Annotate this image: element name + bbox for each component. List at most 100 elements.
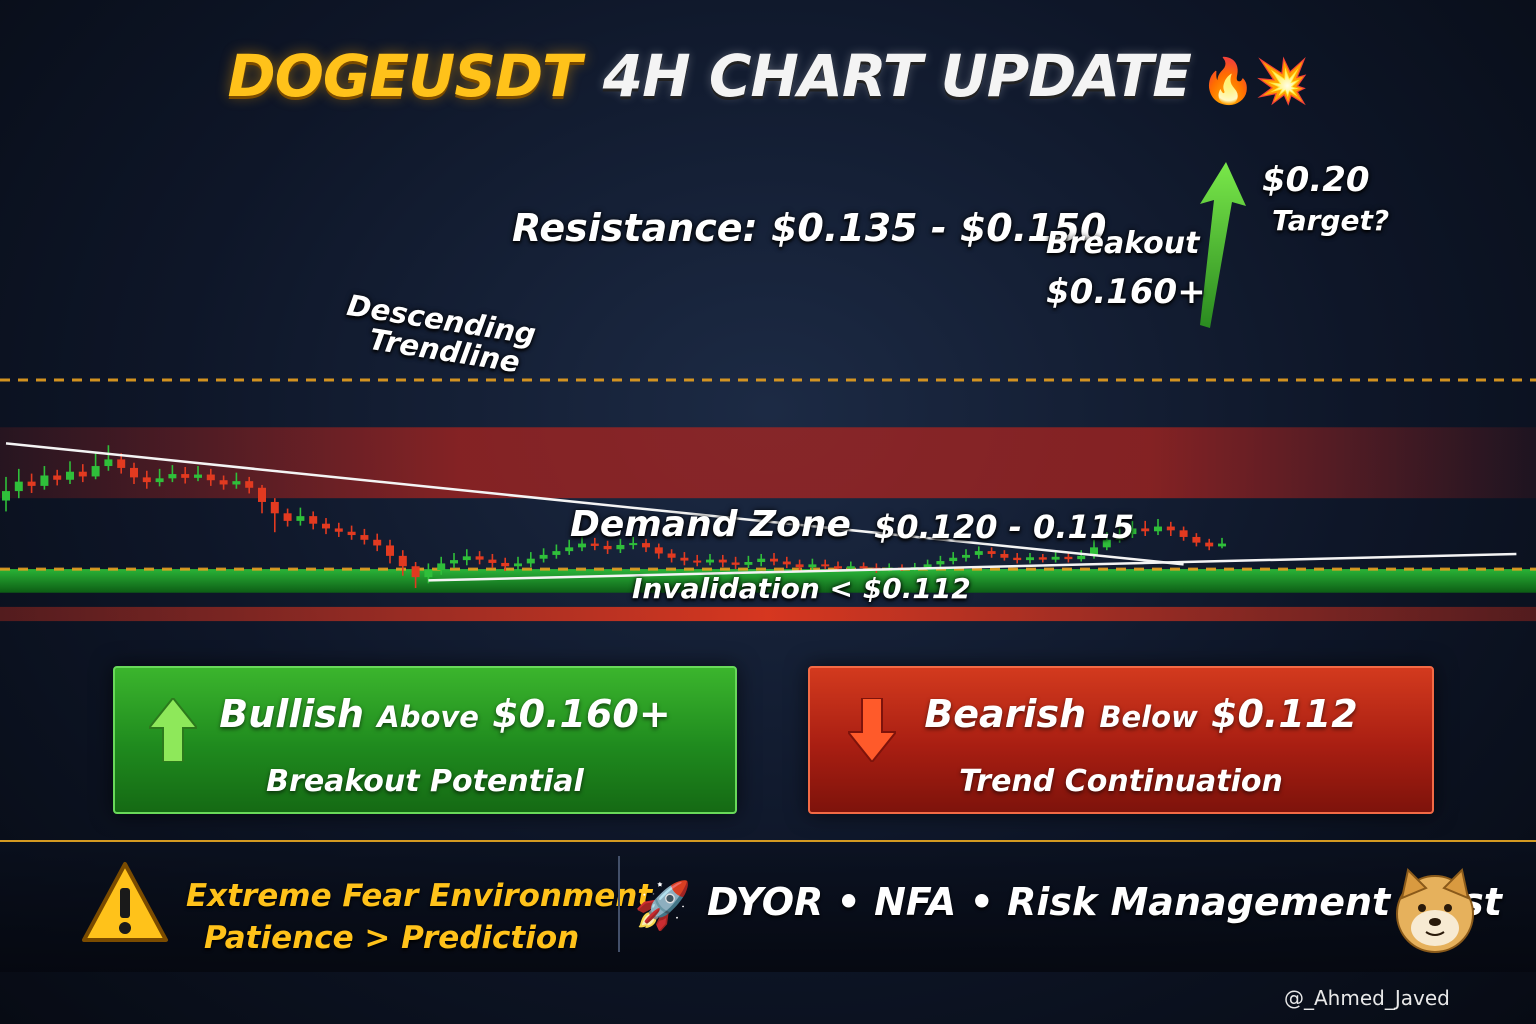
candle [322,518,330,535]
resistance-label: Resistance: $0.135 - $0.150 [512,206,1107,250]
candle-body [808,564,817,568]
candle [386,539,394,564]
candle [731,556,740,570]
candle [1026,553,1034,564]
candle-body [475,556,484,560]
candle-body [283,513,292,521]
candle-body [667,553,676,558]
trendline-ascending-support [428,552,1517,582]
candle-body [1102,539,1111,548]
warning-text-line2: Patience > Prediction [204,920,580,956]
candle [514,556,522,571]
candle-body [296,516,305,521]
candle [78,464,87,483]
target-question-label: Target? [1272,204,1390,237]
candle [66,461,74,484]
candle [1038,553,1047,563]
candle-body [539,554,548,559]
candle-body [1205,542,1214,547]
candle-body [770,558,778,562]
candle-body [629,543,638,546]
candle-body [731,562,740,565]
candle-body [782,561,791,565]
zone-invalidation [0,606,1536,622]
candle-body [91,466,100,477]
candle [680,552,689,566]
chart-title: DOGEUSDT 4H CHART UPDATE 🔥💥 [0,42,1536,110]
candle [539,548,548,563]
candle [283,508,292,527]
bearish-scenario-panel: Bearish Below $0.112 Trend Continuation [808,666,1434,814]
candle-body [718,559,727,563]
candle-body [53,475,62,480]
candle [296,507,305,526]
candle-body [347,531,356,536]
candle-body [1026,557,1034,561]
candle-body [117,459,126,468]
candle [706,553,714,566]
candle-body [706,559,714,563]
candle [552,544,561,559]
title-subtitle: 4H CHART UPDATE [602,42,1192,110]
candle-body [322,523,330,529]
candle-body [1000,553,1009,558]
candle-body [590,543,599,546]
candle [1166,521,1175,536]
candle [1115,525,1124,543]
candle-body [27,481,36,486]
candle [603,540,612,554]
candle-body [488,559,497,563]
bullish-scenario-panel: Bullish Above $0.160+ Breakout Potential [113,666,737,814]
zone-demand-zone [0,569,1536,593]
candle-body [526,558,535,564]
candle [821,559,830,570]
candle [347,525,356,540]
candle-body [386,545,394,556]
candle [309,511,318,530]
candle-body [949,557,958,562]
breakout-level-label: $0.160+ [1046,272,1206,312]
candle [1141,520,1150,536]
candle [770,553,778,566]
candle [334,522,343,537]
candle-body [411,566,420,578]
disclaimer-text: DYOR • NFA • Risk Management First [707,880,1502,924]
bullish-subtitle: Breakout Potential [266,764,584,799]
candle [744,555,753,569]
candle-body [462,556,471,561]
candle [616,538,625,554]
candle-body [565,547,574,552]
candle [962,549,970,562]
candle-body [834,566,842,569]
candle-body [40,475,49,486]
candle-body [334,528,343,532]
candle [1102,532,1111,551]
candle-body [974,551,983,555]
bullish-condition: Above [377,700,479,734]
candle-body [360,535,369,540]
candle-body [987,551,996,554]
candle-body [373,539,382,546]
candle [782,556,791,569]
candle-body [2,491,10,501]
candle-body [514,563,522,567]
candle-body [603,545,612,550]
candle [360,528,369,545]
candle [181,466,190,484]
candle-body [168,474,177,479]
candle [27,473,36,493]
target-price-label: $0.20 [1262,160,1370,200]
bullish-level: $0.160+ [492,692,671,736]
bullish-label: Bullish [219,692,365,736]
candle-body [680,557,689,561]
candle [1077,550,1086,562]
candle [270,498,279,533]
price-chart [0,162,1536,622]
candle [565,539,574,555]
demand-zone-label: Demand Zone [570,504,851,545]
candle-body [206,474,215,481]
candle [40,466,49,490]
candle-body [1128,528,1137,535]
candle-body [1038,557,1047,560]
candle-body [309,516,318,524]
